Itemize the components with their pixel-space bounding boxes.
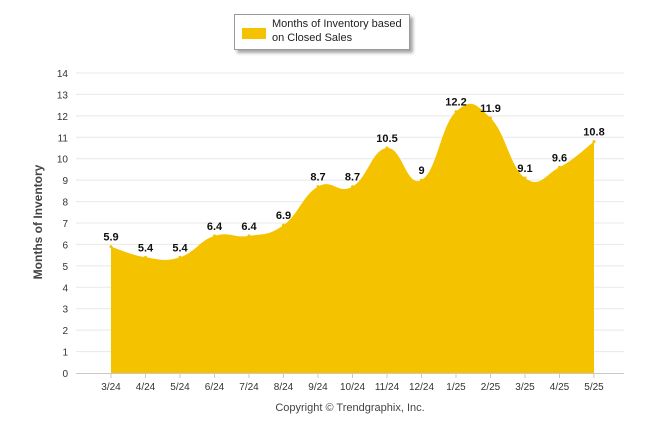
y-tick-label: 1 [62,348,68,359]
x-tick-label: 7/24 [239,382,259,393]
data-label: 8.7 [310,172,325,184]
y-tick-label: 12 [57,112,69,123]
x-tick-label: 5/25 [584,382,604,393]
y-tick-label: 5 [62,262,68,273]
y-tick-label: 6 [62,240,68,251]
data-label: 9 [418,165,424,177]
data-label: 5.4 [172,242,188,254]
data-label: 9.1 [517,163,532,175]
data-point[interactable] [247,234,251,238]
data-point[interactable] [178,255,182,259]
y-tick-label: 4 [62,283,68,294]
data-label: 11.9 [480,103,501,115]
x-tick-label: 5/24 [170,382,190,393]
x-tick-label: 4/24 [136,382,156,393]
data-label: 5.4 [138,242,154,254]
y-tick-label: 10 [57,155,69,166]
data-label: 6.4 [207,221,223,233]
y-tick-label: 13 [57,90,69,101]
x-tick-label: 1/25 [446,382,466,393]
area-fill [111,103,594,374]
y-axis-title: Months of Inventory [31,164,45,279]
y-tick-label: 11 [58,133,69,144]
data-point[interactable] [558,165,561,169]
data-point[interactable] [213,234,216,238]
copyright-text: Copyright © Trendgraphix, Inc. [275,402,425,414]
y-tick-label: 3 [62,305,68,316]
data-label: 6.9 [276,210,291,222]
legend-swatch [242,28,266,39]
area-series [111,103,594,374]
x-tick-label: 4/25 [550,382,570,393]
x-tick-label: 6/24 [205,382,225,393]
data-point[interactable] [109,245,113,249]
data-label: 5.9 [103,232,118,244]
x-tick-label: 2/25 [481,382,501,393]
legend[interactable]: Months of Inventory based on Closed Sale… [234,14,410,50]
data-point[interactable] [144,255,147,259]
data-point[interactable] [454,110,458,114]
data-label: 10.8 [583,127,604,139]
y-tick-label: 2 [62,326,68,337]
data-label: 12.2 [445,97,466,109]
y-tick-label: 14 [57,69,69,80]
data-point[interactable] [420,178,423,182]
data-point[interactable] [592,140,596,144]
x-tick-label: 3/25 [515,382,535,393]
y-tick-label: 7 [62,219,68,230]
y-tick-label: 8 [62,198,68,209]
data-labels: 5.9 5.4 5.4 6.4 6.4 6.9 8.7 8.7 10.5 9 12.2 11.9 9.1… [103,97,605,259]
data-point[interactable] [489,116,492,120]
legend-label: Months of Inventory based on Closed Sale… [272,18,402,44]
data-label: 8.7 [345,172,360,184]
x-tick-label: 9/24 [308,382,328,393]
y-tick-label: 0 [62,369,68,380]
data-point[interactable] [385,146,389,150]
x-tick-label: 12/24 [409,382,434,393]
data-point[interactable] [282,223,285,227]
data-point[interactable] [351,185,354,189]
data-label: 6.4 [241,221,257,233]
x-tick-label: 10/24 [340,382,365,393]
x-tick-label: 11/24 [375,382,400,393]
data-label: 9.6 [552,152,567,164]
data-point[interactable] [523,176,527,180]
data-point[interactable] [316,185,320,189]
x-tick-label: 3/24 [101,382,121,393]
data-label: 10.5 [376,133,397,145]
y-tick-label: 9 [62,176,68,187]
x-tick-label: 8/24 [274,382,294,393]
